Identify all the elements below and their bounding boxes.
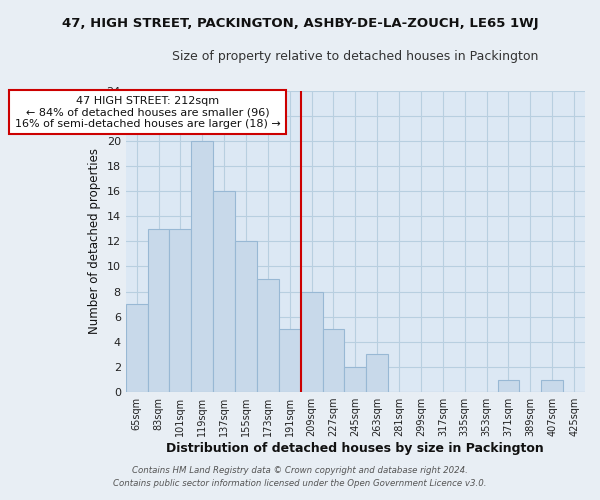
Bar <box>301 292 323 392</box>
Text: 47, HIGH STREET, PACKINGTON, ASHBY-DE-LA-ZOUCH, LE65 1WJ: 47, HIGH STREET, PACKINGTON, ASHBY-DE-LA… <box>62 18 538 30</box>
Bar <box>148 229 169 392</box>
Text: 47 HIGH STREET: 212sqm
← 84% of detached houses are smaller (96)
16% of semi-det: 47 HIGH STREET: 212sqm ← 84% of detached… <box>15 96 280 129</box>
X-axis label: Distribution of detached houses by size in Packington: Distribution of detached houses by size … <box>166 442 544 455</box>
Bar <box>169 229 191 392</box>
Bar <box>323 330 344 392</box>
Text: Contains HM Land Registry data © Crown copyright and database right 2024.
Contai: Contains HM Land Registry data © Crown c… <box>113 466 487 487</box>
Bar <box>213 191 235 392</box>
Y-axis label: Number of detached properties: Number of detached properties <box>88 148 101 334</box>
Bar <box>191 141 213 392</box>
Bar <box>279 330 301 392</box>
Bar <box>367 354 388 392</box>
Bar <box>497 380 520 392</box>
Bar <box>235 242 257 392</box>
Bar <box>126 304 148 392</box>
Bar <box>257 279 279 392</box>
Bar <box>344 367 367 392</box>
Title: Size of property relative to detached houses in Packington: Size of property relative to detached ho… <box>172 50 539 63</box>
Bar <box>541 380 563 392</box>
